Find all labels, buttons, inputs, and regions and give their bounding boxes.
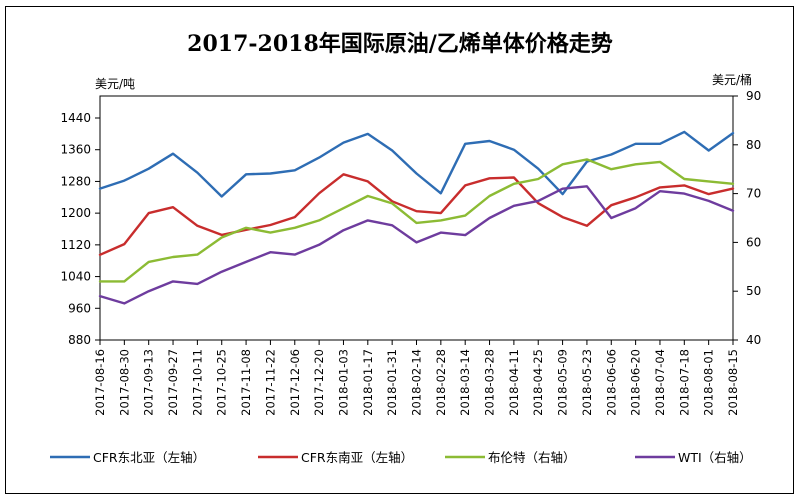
legend-label: WTI（右轴） bbox=[678, 450, 752, 465]
right-tick-label: 80 bbox=[746, 138, 761, 152]
x-tick-label: 2017-09-27 bbox=[166, 349, 180, 416]
x-tick-label: 2017-10-11 bbox=[190, 349, 204, 416]
left-tick-label: 960 bbox=[68, 301, 91, 315]
series-line-3 bbox=[98, 158, 735, 283]
x-tick-label: 2018-03-28 bbox=[483, 349, 497, 416]
left-tick-label: 1040 bbox=[60, 270, 91, 284]
legend-label: 布伦特（右轴） bbox=[488, 450, 576, 465]
series-line-4 bbox=[98, 185, 735, 305]
chart-title: 2017-2018年国际原油/乙烯单体价格走势 bbox=[187, 31, 613, 57]
right-tick-label: 40 bbox=[746, 333, 761, 347]
x-tick-label: 2018-01-17 bbox=[361, 349, 375, 416]
x-tick-label: 2018-06-06 bbox=[604, 349, 618, 416]
x-tick-label: 2017-09-13 bbox=[142, 349, 156, 416]
left-axis-unit: 美元/吨 bbox=[95, 77, 135, 91]
legend: CFR东北亚（左轴） CFR东南亚（左轴） 布伦特（右轴） WTI（右轴） bbox=[50, 450, 752, 465]
x-tick-label: 2018-04-25 bbox=[531, 349, 545, 416]
x-tick-label: 2017-12-06 bbox=[288, 349, 302, 416]
x-tick-label: 2017-08-16 bbox=[93, 349, 107, 416]
chart-frame bbox=[5, 6, 794, 494]
x-tick-label: 2018-07-18 bbox=[677, 349, 691, 416]
x-tick-label: 2018-05-09 bbox=[556, 349, 570, 416]
x-tick-label: 2017-11-08 bbox=[239, 349, 253, 416]
x-tick-label: 2018-05-23 bbox=[580, 349, 594, 416]
right-axis-unit: 美元/桶 bbox=[712, 72, 752, 87]
series-lines bbox=[98, 130, 735, 305]
x-tick-label: 2018-04-11 bbox=[507, 349, 521, 416]
right-tick-label: 60 bbox=[746, 235, 761, 249]
x-tick-label: 2017-11-22 bbox=[263, 349, 277, 416]
right-tick-label: 90 bbox=[746, 89, 761, 103]
x-tick-label: 2018-08-15 bbox=[726, 349, 740, 416]
x-tick-label: 2017-10-25 bbox=[215, 349, 229, 416]
left-tick-label: 1200 bbox=[60, 206, 91, 220]
x-tick-label: 2018-07-04 bbox=[653, 349, 667, 416]
x-tick-label: 2018-02-28 bbox=[434, 349, 448, 416]
left-tick-label: 1280 bbox=[60, 174, 91, 188]
x-tick-label: 2017-08-30 bbox=[117, 349, 131, 416]
series-line-2 bbox=[98, 173, 735, 257]
x-tick-label: 2018-08-01 bbox=[702, 349, 716, 416]
left-tick-label: 1360 bbox=[60, 143, 91, 157]
left-tick-label: 1440 bbox=[60, 111, 91, 125]
right-tick-label: 50 bbox=[746, 284, 761, 298]
legend-label: CFR东北亚（左轴） bbox=[93, 450, 205, 465]
x-tick-label: 2018-06-20 bbox=[629, 349, 643, 416]
x-tick-label: 2017-12-20 bbox=[312, 349, 326, 416]
plot-area bbox=[99, 95, 734, 341]
x-tick-label: 2018-01-31 bbox=[385, 349, 399, 416]
x-tick-label: 2018-03-14 bbox=[458, 349, 472, 416]
left-tick-label: 880 bbox=[68, 333, 91, 347]
x-tick-label: 2018-02-14 bbox=[410, 349, 424, 416]
legend-label: CFR东南亚（左轴） bbox=[301, 450, 413, 465]
left-tick-label: 1120 bbox=[60, 238, 91, 252]
right-tick-label: 70 bbox=[746, 187, 761, 201]
x-tick-label: 2018-01-03 bbox=[336, 349, 350, 416]
series-line-1 bbox=[98, 130, 735, 198]
axes: 880 960 1040 1120 1200 1280 1360 1440 美元/吨 40 50 60… bbox=[60, 72, 761, 416]
